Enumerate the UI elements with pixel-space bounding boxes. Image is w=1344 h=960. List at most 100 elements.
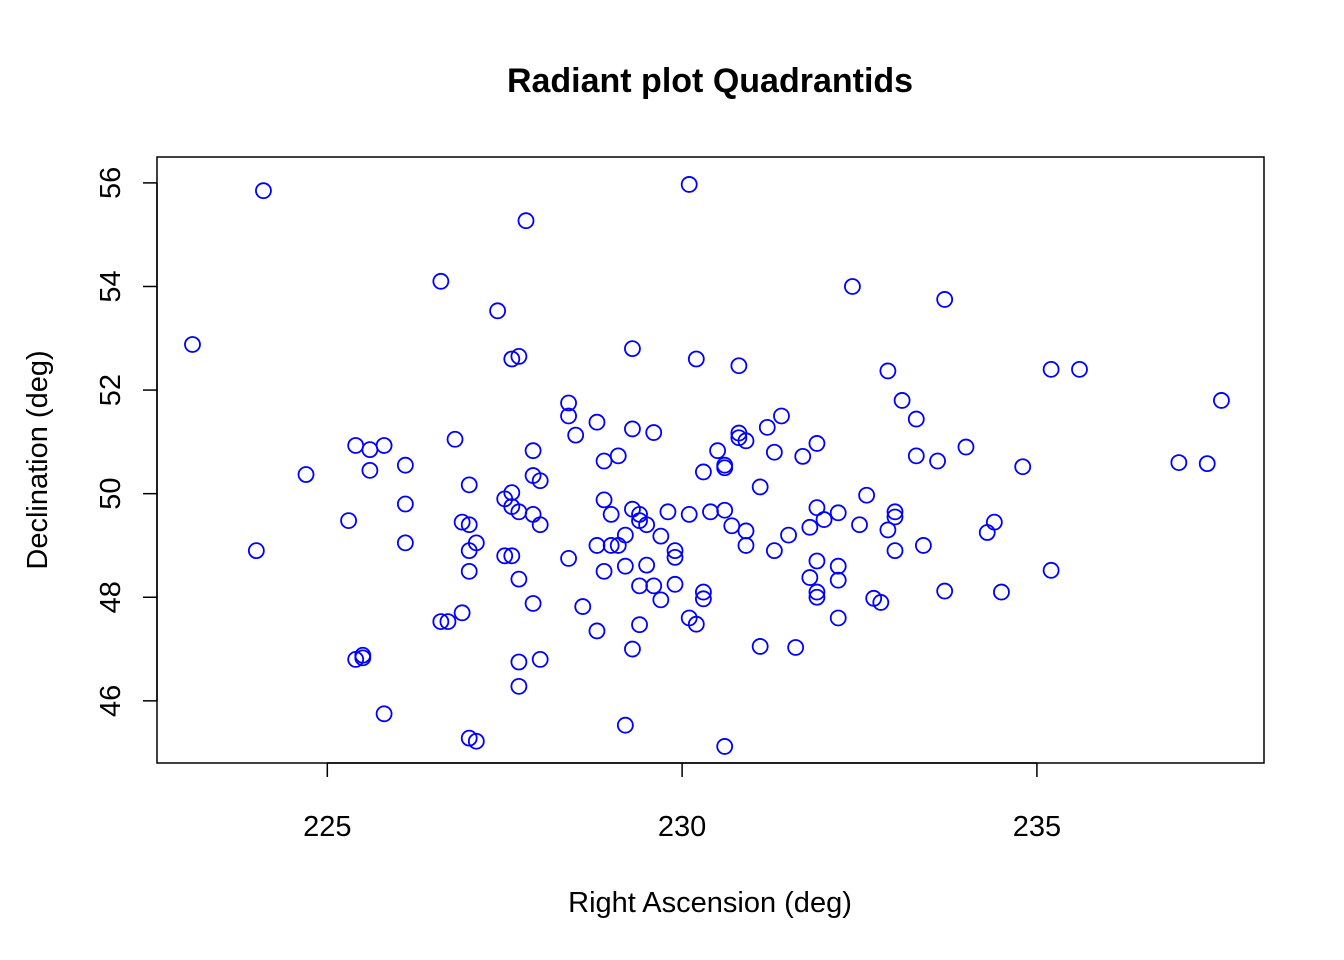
data-point bbox=[1170, 454, 1188, 471]
data-point bbox=[524, 595, 542, 612]
data-point bbox=[503, 484, 521, 502]
data-point bbox=[297, 466, 315, 483]
data-point bbox=[687, 615, 705, 633]
data-point bbox=[829, 557, 847, 575]
plot-frame bbox=[156, 156, 1265, 764]
data-point bbox=[829, 609, 847, 627]
data-point bbox=[751, 478, 769, 496]
data-point bbox=[510, 677, 528, 695]
data-point bbox=[503, 547, 521, 565]
data-point bbox=[787, 639, 805, 656]
data-point bbox=[616, 557, 634, 575]
data-point bbox=[936, 582, 954, 600]
data-point bbox=[567, 426, 585, 444]
data-point bbox=[886, 542, 904, 560]
data-point bbox=[765, 542, 783, 560]
y-tick-label: 56 bbox=[95, 167, 127, 199]
data-point bbox=[858, 486, 876, 504]
data-point bbox=[460, 516, 478, 534]
data-point bbox=[361, 441, 379, 459]
data-point bbox=[631, 616, 648, 634]
data-point bbox=[737, 522, 755, 540]
data-point bbox=[560, 407, 577, 425]
data-point bbox=[808, 435, 826, 452]
y-tick-label: 54 bbox=[95, 270, 127, 302]
data-point bbox=[638, 516, 656, 534]
data-point bbox=[531, 472, 549, 490]
data-point bbox=[595, 491, 613, 509]
data-point bbox=[609, 537, 627, 554]
data-point bbox=[396, 534, 414, 552]
data-point bbox=[666, 575, 684, 593]
y-axis-label: Declination (deg) bbox=[22, 350, 54, 569]
data-point bbox=[815, 511, 833, 528]
data-point bbox=[588, 537, 606, 554]
data-point bbox=[602, 505, 620, 523]
x-tick-label: 230 bbox=[658, 811, 706, 843]
data-point bbox=[1042, 360, 1060, 378]
data-point bbox=[879, 521, 897, 539]
data-point bbox=[1071, 360, 1088, 378]
data-point bbox=[907, 447, 925, 465]
data-point bbox=[595, 562, 613, 580]
data-point bbox=[631, 577, 648, 595]
data-point bbox=[624, 420, 641, 438]
data-point bbox=[851, 516, 868, 534]
data-point bbox=[659, 503, 677, 521]
data-point bbox=[1042, 561, 1060, 579]
data-point bbox=[666, 548, 684, 566]
data-point bbox=[432, 613, 450, 630]
data-point bbox=[737, 432, 755, 450]
data-point bbox=[1198, 455, 1216, 473]
data-point bbox=[680, 505, 698, 523]
x-tick-label: 225 bbox=[303, 811, 351, 843]
data-point bbox=[560, 394, 577, 412]
data-point bbox=[879, 362, 897, 380]
data-point bbox=[460, 542, 478, 560]
data-point bbox=[645, 424, 663, 441]
data-point bbox=[695, 463, 712, 481]
data-point bbox=[510, 348, 528, 365]
x-tick-label: 235 bbox=[1013, 811, 1061, 843]
data-point bbox=[695, 590, 712, 608]
data-point bbox=[709, 442, 726, 460]
data-point bbox=[1213, 392, 1230, 409]
data-point bbox=[645, 577, 663, 595]
x-axis: 225 230 235 bbox=[303, 762, 1061, 843]
data-point bbox=[588, 622, 606, 640]
y-tick-label: 52 bbox=[95, 374, 127, 406]
chart-title: Radiant plot Quadrantids bbox=[507, 62, 913, 100]
data-point bbox=[716, 738, 734, 755]
data-point bbox=[844, 278, 861, 295]
data-point bbox=[340, 512, 357, 529]
data-point bbox=[914, 537, 932, 554]
data-point bbox=[808, 588, 826, 606]
data-point bbox=[616, 716, 634, 734]
data-point bbox=[773, 407, 790, 425]
data-point bbox=[361, 461, 379, 479]
data-point bbox=[829, 504, 847, 522]
data-point bbox=[560, 550, 577, 567]
data-point bbox=[1014, 458, 1032, 476]
data-point bbox=[808, 583, 826, 601]
data-point bbox=[432, 272, 450, 290]
data-point bbox=[652, 527, 670, 545]
data-point bbox=[624, 640, 641, 658]
data-point bbox=[574, 598, 592, 615]
data-point bbox=[354, 646, 372, 664]
data-point bbox=[886, 508, 904, 526]
data-point bbox=[531, 651, 549, 668]
data-point bbox=[503, 350, 521, 368]
data-point bbox=[716, 501, 734, 519]
data-point bbox=[489, 302, 507, 320]
data-point bbox=[510, 570, 528, 588]
data-point bbox=[907, 410, 925, 428]
data-point bbox=[624, 340, 641, 358]
data-point bbox=[993, 583, 1010, 601]
data-point bbox=[439, 613, 457, 630]
data-point bbox=[609, 447, 627, 465]
data-point bbox=[716, 456, 734, 474]
data-point bbox=[453, 513, 471, 531]
data-point bbox=[524, 442, 542, 460]
